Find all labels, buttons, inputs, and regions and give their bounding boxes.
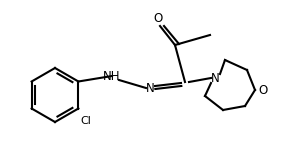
Text: N: N	[211, 71, 219, 84]
Text: N: N	[146, 81, 154, 95]
Text: Cl: Cl	[80, 116, 91, 125]
Text: O: O	[258, 84, 267, 97]
Text: NH: NH	[103, 70, 121, 82]
Text: O: O	[154, 11, 163, 24]
